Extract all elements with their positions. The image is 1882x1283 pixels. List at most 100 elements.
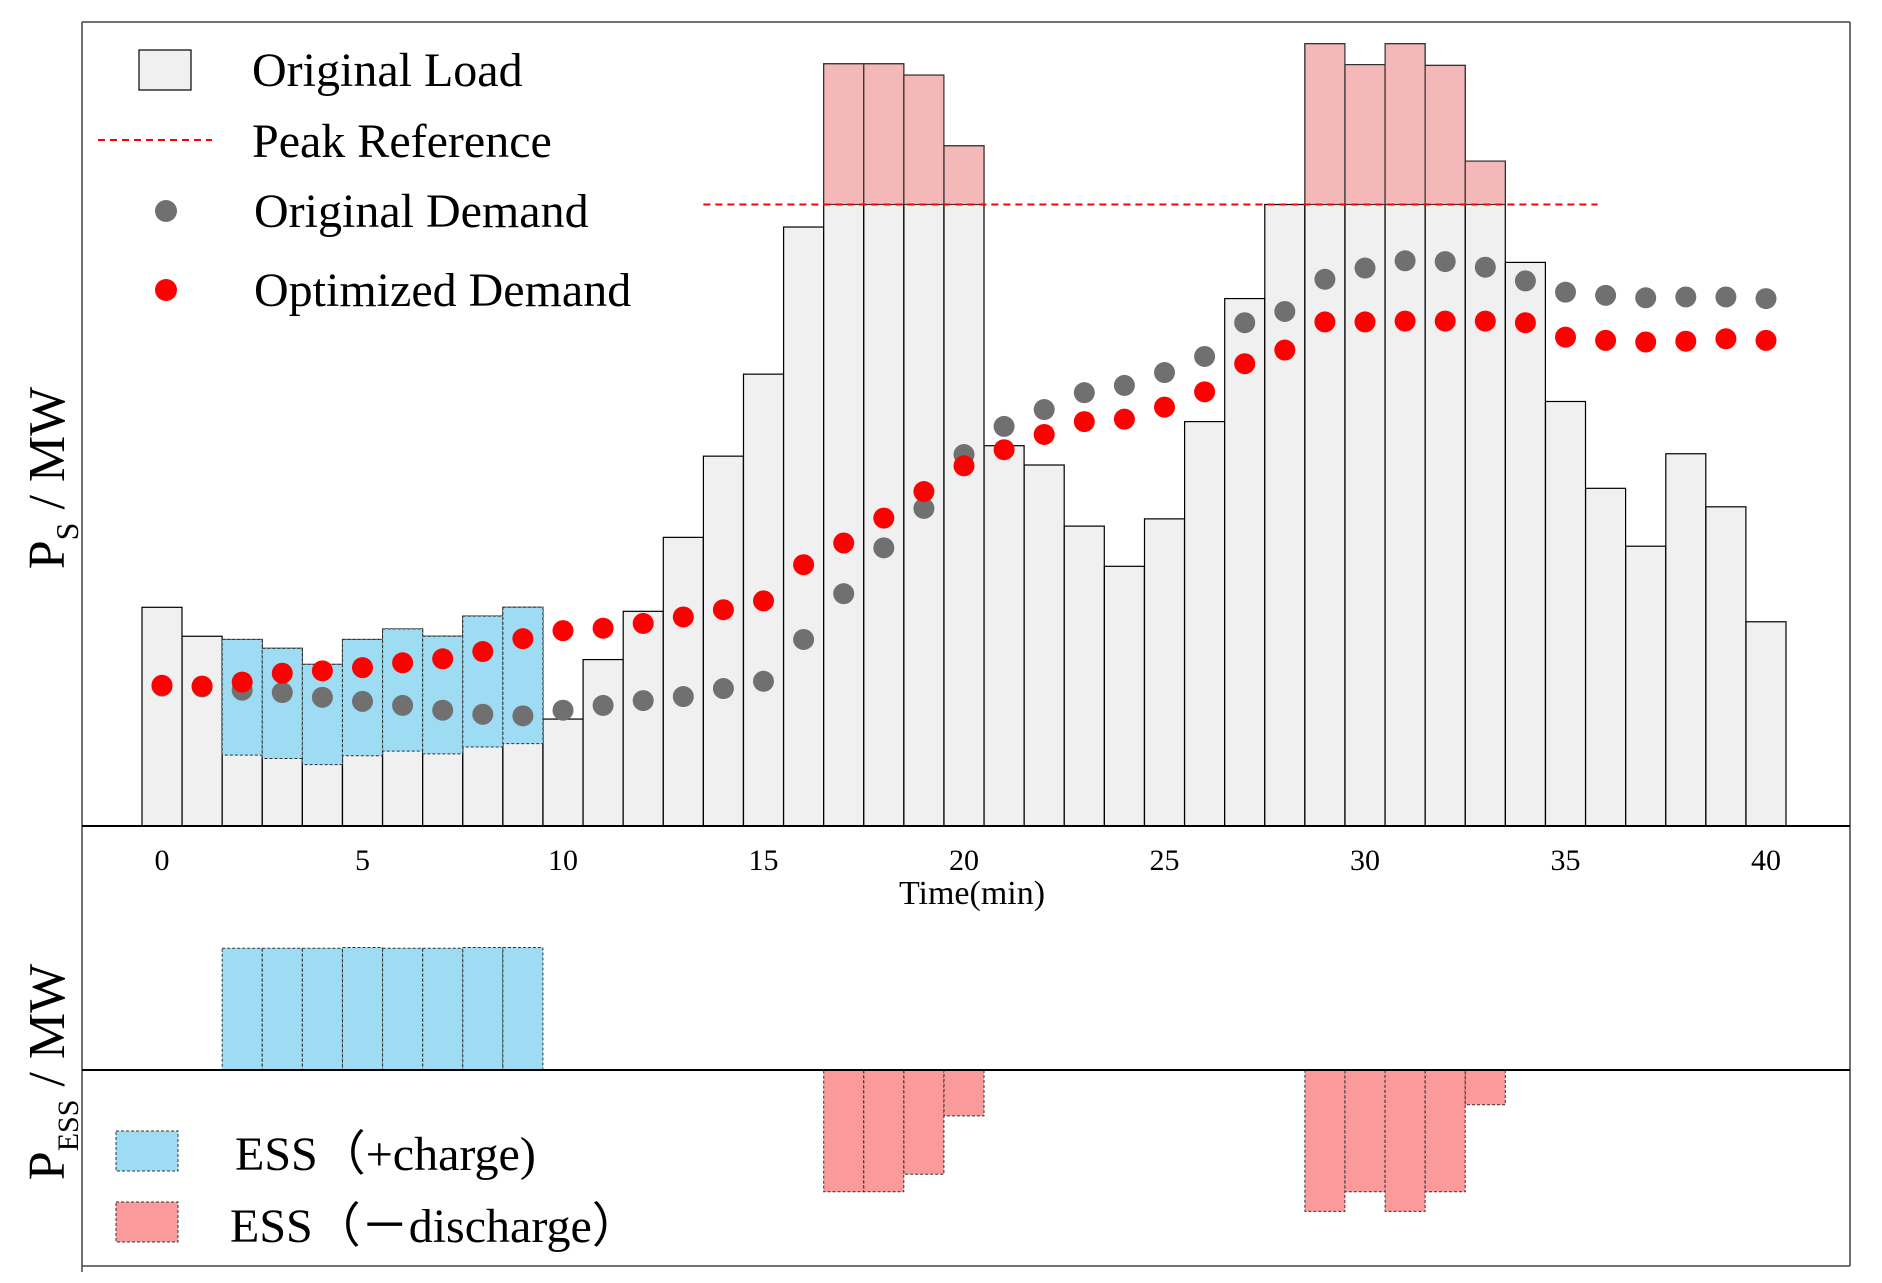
original-demand-point	[1234, 312, 1256, 334]
optimized-demand-point	[1033, 423, 1055, 445]
optimized-demand-point	[1274, 339, 1296, 361]
optimized-demand-point	[151, 674, 173, 696]
main-y-axis-title: PS / MW	[19, 387, 85, 569]
ess-discharge-bar	[1384, 1069, 1426, 1212]
ess-y-title-symbol: P	[19, 1151, 76, 1180]
x-tick-label: 0	[155, 844, 170, 877]
ess-discharge-bar	[1304, 1069, 1346, 1212]
original-load-bar	[1264, 203, 1306, 827]
ess-charge-bar	[382, 947, 424, 1071]
original-demand-points	[151, 250, 1777, 727]
optimized-demand-point	[632, 612, 654, 634]
original-load-bar	[983, 445, 1025, 827]
original-load-bar	[1103, 565, 1146, 827]
ess-charge-bar	[462, 947, 504, 1071]
original-demand-point	[1394, 250, 1416, 272]
ess-discharge-bar	[943, 1069, 985, 1117]
original-demand-point	[632, 690, 654, 712]
x-tick-label: 40	[1751, 844, 1781, 877]
original-load-bar	[181, 635, 223, 827]
ess-charge-bar	[261, 947, 303, 1071]
original-demand-point	[271, 682, 293, 704]
optimized-demand-point	[1394, 310, 1416, 332]
original-demand-point	[1434, 251, 1456, 273]
legend-label-peak-reference: Peak Reference	[252, 115, 552, 168]
original-demand-point	[1595, 284, 1617, 306]
peak-excess-bar	[823, 63, 865, 206]
original-demand-point	[712, 678, 734, 700]
optimized-demand-point	[1354, 311, 1376, 333]
optimized-demand-point	[231, 671, 253, 693]
optimized-demand-point	[1073, 411, 1095, 433]
optimized-demand-point	[833, 532, 855, 554]
optimized-demand-point	[1113, 408, 1135, 430]
peak-excess-bar	[1464, 160, 1506, 206]
x-tick-label: 30	[1350, 844, 1380, 877]
original-load-bar	[1063, 525, 1105, 827]
original-demand-point	[1154, 362, 1175, 384]
original-demand-point	[1755, 288, 1777, 310]
main-y-title-symbol: P	[19, 540, 76, 569]
original-demand-point	[1194, 345, 1216, 367]
x-axis-title: Time(min)	[899, 875, 1045, 912]
original-load-bar	[542, 718, 584, 827]
original-load-bar	[1023, 464, 1065, 827]
original-demand-point	[552, 699, 574, 721]
optimized-demand-point	[1314, 311, 1336, 333]
original-load-bar	[702, 455, 745, 827]
ess-discharge-bar	[823, 1069, 865, 1193]
ess-y-title-subscript: ESS	[52, 1100, 85, 1152]
legend-swatch-original-load	[138, 49, 192, 91]
ess-y-axis-title: PESS / MW	[19, 964, 85, 1180]
optimized-demand-point	[1715, 328, 1737, 350]
optimized-demand-points	[151, 310, 1777, 697]
optimized-demand-point	[1234, 353, 1256, 375]
optimized-demand-point	[1514, 312, 1536, 334]
original-demand-point	[1635, 287, 1657, 309]
optimized-demand-point	[392, 652, 414, 674]
x-tick-label: 10	[548, 844, 578, 877]
ess-discharge-bar	[863, 1069, 905, 1193]
optimized-demand-point	[191, 675, 213, 697]
legend-label-optimized-demand: Optimized Demand	[254, 264, 631, 317]
ess-charge-bar	[422, 947, 464, 1071]
original-demand-point	[311, 686, 333, 708]
original-load-bar	[1745, 621, 1787, 827]
ess-y-title-unit: / MW	[19, 964, 76, 1100]
original-load-bar	[662, 536, 704, 827]
ess-charge-bar	[342, 947, 383, 1071]
original-demand-point	[1314, 268, 1336, 290]
x-tick-label: 5	[355, 844, 370, 877]
optimized-demand-point	[753, 590, 774, 612]
x-tick-label: 25	[1150, 844, 1180, 877]
original-load-bar	[582, 658, 624, 827]
optimized-demand-point	[1555, 326, 1576, 348]
original-demand-point	[1715, 286, 1737, 308]
ess-legend: ESS（+charge) ESS（－discharge）	[115, 1128, 640, 1253]
optimized-demand-point	[1595, 329, 1617, 351]
main-legend: Original Load Peak Reference Original De…	[98, 44, 631, 317]
optimized-demand-point	[1635, 331, 1657, 353]
ess-discharge-bar	[1424, 1069, 1466, 1193]
original-load-bar	[1143, 518, 1186, 827]
original-load-bar	[622, 610, 664, 827]
original-load-bar	[943, 145, 985, 827]
peak-excess-bar	[943, 145, 985, 206]
optimized-demand-point	[1755, 329, 1777, 351]
optimized-demand-point	[311, 660, 333, 682]
legend-label-ess-charge: ESS（+charge)	[235, 1128, 536, 1181]
peak-excess-bar	[1344, 64, 1386, 206]
optimized-demand-point	[472, 641, 494, 663]
original-demand-point	[672, 686, 694, 708]
optimized-demand-point	[432, 648, 454, 670]
optimized-demand-point	[1675, 330, 1697, 352]
legend-swatch-original-demand	[155, 200, 177, 222]
ess-charge-overlay-bar	[462, 615, 504, 748]
ess-charge-bar	[502, 947, 544, 1071]
optimized-demand-point	[1154, 396, 1175, 418]
original-load-bar	[1224, 297, 1266, 827]
ess-charge-bar	[221, 947, 263, 1071]
original-demand-point	[472, 703, 494, 725]
optimized-demand-point	[993, 439, 1015, 461]
